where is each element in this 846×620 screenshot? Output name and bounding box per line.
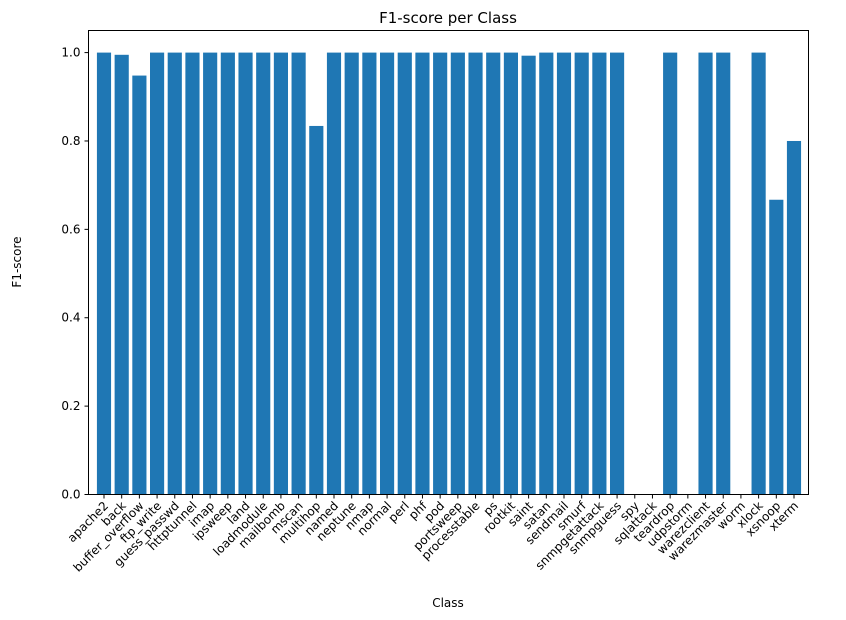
- bar-snmpgetattack: [592, 52, 607, 495]
- bar-apache2: [96, 52, 112, 495]
- bar-multihop: [309, 125, 324, 495]
- bar-xlock: [751, 52, 766, 495]
- bar-teardrop: [663, 52, 678, 495]
- bar-mscan: [291, 52, 306, 495]
- bar-xsnoop: [769, 199, 784, 495]
- bar-portsweep: [450, 52, 465, 495]
- bar-pod: [433, 52, 448, 495]
- bar-guess_passwd: [167, 52, 182, 495]
- bar-back: [114, 54, 129, 495]
- bar-ftp_write: [150, 52, 165, 495]
- plot-frame: [88, 30, 809, 495]
- bar-perl: [397, 52, 412, 495]
- y-tick-label: 1.0: [61, 46, 80, 60]
- bar-named: [326, 52, 342, 495]
- y-axis: 0.0 0.2 0.4 0.6 0.8 1.0: [61, 46, 89, 502]
- bar-mailbomb: [273, 52, 288, 495]
- x-axis-label: Class: [432, 596, 464, 610]
- y-tick-label: 0.0: [61, 488, 80, 502]
- bar-nmap: [362, 52, 377, 495]
- bar-buffer_overflow: [132, 75, 147, 495]
- bar-processtable: [468, 52, 483, 495]
- bar-httptunnel: [185, 52, 200, 495]
- bar-imap: [203, 52, 218, 495]
- bar-warezmaster: [716, 52, 731, 495]
- bar-satan: [539, 52, 554, 495]
- bar-phf: [415, 52, 430, 495]
- y-axis-label: F1-score: [10, 236, 24, 287]
- bar-normal: [380, 52, 395, 495]
- bars-group: [96, 52, 802, 495]
- bar-rootkit: [503, 52, 518, 495]
- bar-snmpguess: [610, 52, 625, 495]
- x-axis: apache2backbuffer_overflowftp_writeguess…: [65, 494, 801, 575]
- bar-land: [238, 52, 253, 495]
- bar-sendmail: [556, 52, 572, 495]
- bar-xterm: [786, 140, 802, 495]
- bar-warezclient: [698, 52, 713, 495]
- bar-ipsweep: [220, 52, 235, 495]
- bar-loadmodule: [256, 52, 271, 495]
- chart-title: F1-score per Class: [379, 9, 517, 27]
- y-tick-label: 0.4: [61, 311, 80, 325]
- bar-neptune: [344, 52, 359, 495]
- y-tick-label: 0.2: [61, 399, 80, 413]
- y-tick-label: 0.6: [61, 222, 80, 236]
- bar-ps: [486, 52, 501, 495]
- bar-smurf: [574, 52, 589, 495]
- bar-saint: [521, 55, 536, 495]
- y-tick-label: 0.8: [61, 134, 80, 148]
